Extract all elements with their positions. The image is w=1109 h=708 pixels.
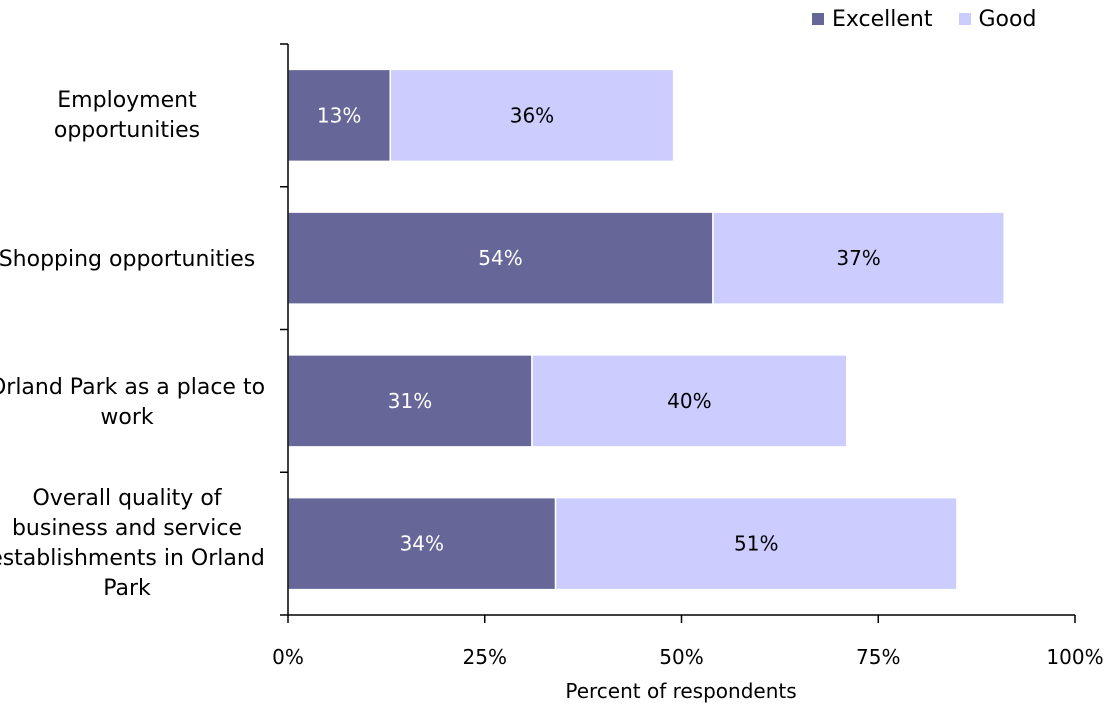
- bar-value-label-good-0: 36%: [510, 103, 554, 127]
- category-label-place-to-work: Orland Park as a place to work: [0, 375, 266, 430]
- legend-item-good: Good: [958, 6, 1037, 32]
- legend: Excellent Good: [812, 6, 1036, 32]
- bar-excellent-0: [287, 68, 392, 163]
- bar-good-3: [554, 496, 958, 591]
- legend-label-good: Good: [978, 6, 1037, 32]
- bar-good-1: [712, 211, 1005, 305]
- bar-value-label-excellent-3: 34%: [400, 532, 444, 556]
- x-tick-label-4: 100%: [1046, 645, 1103, 669]
- category-label-business-quality: Overall quality of business and service …: [0, 486, 265, 601]
- bar-good-0: [389, 68, 675, 163]
- bar-excellent-2: [287, 354, 533, 448]
- x-tick-label-0: 0%: [272, 645, 304, 669]
- legend-swatch-good: [958, 13, 971, 25]
- bar-excellent-3: [287, 496, 557, 591]
- category-label-employment: Employment opportunities: [53, 88, 201, 143]
- x-tick-label-1: 25%: [463, 645, 507, 669]
- legend-swatch-excellent: [812, 13, 824, 25]
- bar-value-label-excellent-2: 31%: [388, 389, 432, 413]
- bar-value-label-excellent-0: 13%: [317, 103, 361, 127]
- category-label-shopping: Shopping opportunities: [0, 247, 256, 272]
- legend-label-excellent: Excellent: [832, 6, 933, 32]
- bar-value-label-good-2: 40%: [667, 389, 711, 413]
- bar-value-label-excellent-1: 54%: [478, 246, 522, 270]
- bar-value-label-good-3: 51%: [734, 532, 778, 556]
- x-axis-title: Percent of respondents: [565, 679, 797, 703]
- bar-good-2: [531, 354, 848, 448]
- x-tick-label-2: 50%: [659, 645, 703, 669]
- x-tick-label-3: 75%: [856, 645, 900, 669]
- bar-excellent-1: [287, 211, 714, 305]
- bar-value-label-good-1: 37%: [836, 246, 880, 270]
- legend-item-excellent: Excellent: [812, 7, 933, 32]
